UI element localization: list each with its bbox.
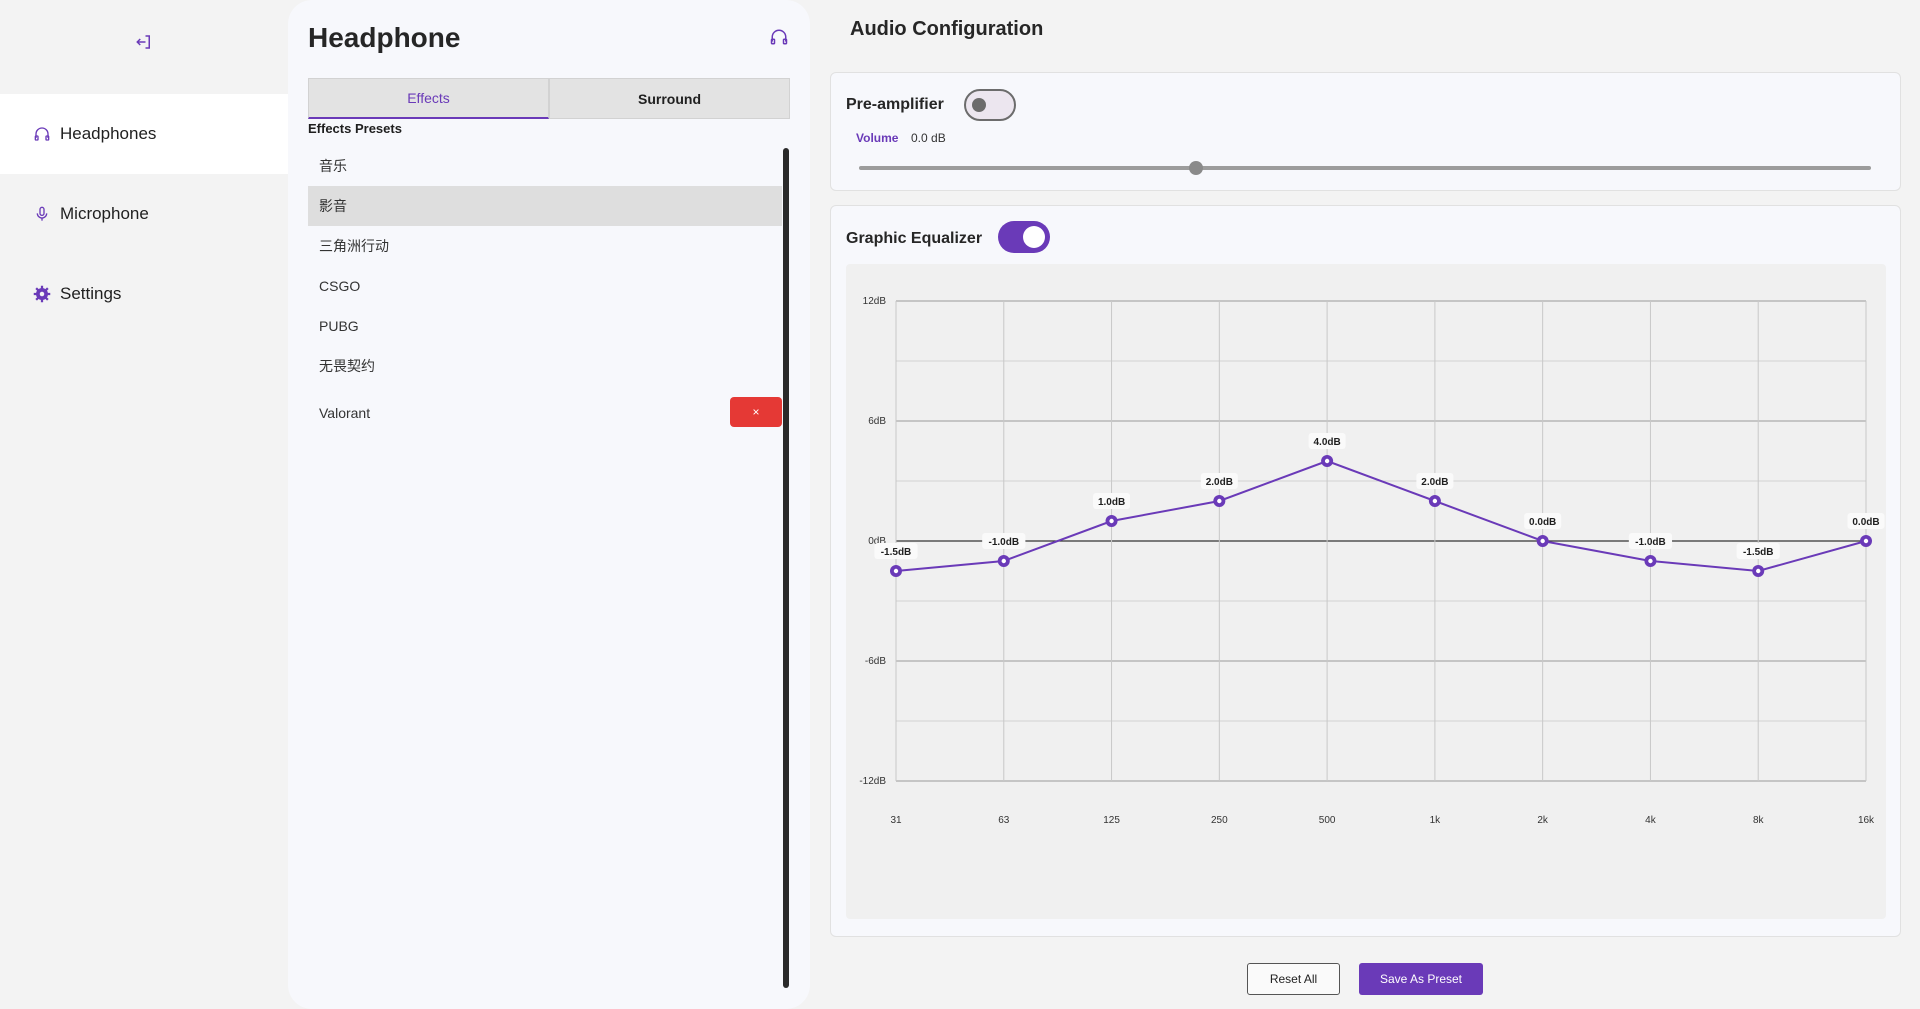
point-label: 4.0dB bbox=[1313, 437, 1340, 448]
point-label: 0.0dB bbox=[1529, 517, 1556, 528]
save-preset-button[interactable]: Save As Preset bbox=[1359, 963, 1483, 995]
point-label-bg bbox=[1416, 473, 1454, 489]
y-tick-label: 12dB bbox=[863, 296, 887, 307]
gear-icon bbox=[32, 284, 52, 304]
eq-band-handle-center bbox=[1863, 538, 1869, 544]
preset-item[interactable]: CSGO bbox=[308, 266, 782, 306]
toggle-knob bbox=[1023, 226, 1045, 248]
headphones-icon bbox=[770, 28, 788, 46]
back-icon[interactable] bbox=[134, 32, 154, 52]
panel-title: Headphone bbox=[308, 22, 461, 53]
preset-item[interactable]: 音乐 bbox=[308, 146, 782, 186]
equalizer-svg: 12dB 6dB 0dB -6dB -12dB 31 63 125 250 500 1k 2k 4k 8k… bbox=[859, 296, 1885, 826]
volume-label: Volume bbox=[856, 131, 899, 145]
preamp-card: Pre-amplifier Volume 0.0 dB bbox=[830, 72, 1901, 191]
y-tick-label: -6dB bbox=[865, 656, 886, 667]
preamp-toggle[interactable] bbox=[964, 89, 1016, 121]
point-label: 0.0dB bbox=[1852, 517, 1879, 528]
headphones-icon bbox=[32, 124, 52, 144]
point-label-bg bbox=[1524, 513, 1562, 529]
point-label: 2.0dB bbox=[1206, 477, 1233, 488]
preamp-title: Pre-amplifier bbox=[846, 96, 944, 113]
preset-label: 影音 bbox=[319, 198, 347, 214]
preset-item[interactable]: 影音 bbox=[308, 186, 782, 226]
point-label: 1.0dB bbox=[1098, 497, 1125, 508]
y-tick-label: 0dB bbox=[868, 536, 886, 547]
eq-band-handle-center bbox=[1756, 568, 1761, 574]
preset-scrollbar[interactable] bbox=[783, 148, 789, 988]
point-label-bg bbox=[1847, 513, 1885, 529]
equalizer-card: Graphic Equalizer 12dB 6dB 0dB -6dB -12dB 31 6… bbox=[830, 205, 1901, 937]
equalizer-chart: 12dB 6dB 0dB -6dB -12dB 31 63 125 250 500 1k 2k 4k 8k… bbox=[846, 264, 1886, 919]
preset-label: 三角洲行动 bbox=[319, 238, 389, 254]
toggle-knob bbox=[972, 98, 986, 112]
volume-slider-thumb[interactable] bbox=[1188, 161, 1203, 175]
point-label: 2.0dB bbox=[1421, 477, 1448, 488]
point-label: -1.0dB bbox=[1635, 537, 1666, 548]
x-tick-label: 125 bbox=[1103, 815, 1120, 826]
preset-item[interactable]: 三角洲行动 bbox=[308, 226, 782, 266]
y-tick-label: 6dB bbox=[868, 416, 886, 427]
reset-all-button[interactable]: Reset All bbox=[1247, 963, 1340, 995]
nav-item-headphones[interactable]: Headphones bbox=[0, 94, 288, 174]
equalizer-title: Graphic Equalizer bbox=[846, 230, 983, 247]
x-tick-label: 63 bbox=[998, 815, 1010, 826]
equalizer-toggle[interactable] bbox=[998, 221, 1050, 253]
preset-list: 音乐 影音 三角洲行动 CSGO PUBG 无畏契约 Valorant × bbox=[308, 146, 782, 440]
x-tick-label: 1k bbox=[1430, 815, 1442, 826]
eq-band-handle-center bbox=[893, 568, 899, 574]
nav-item-label: Settings bbox=[60, 284, 122, 303]
preset-item[interactable]: 无畏契约 bbox=[308, 346, 782, 386]
point-label-bg bbox=[874, 543, 918, 559]
nav-item-label: Microphone bbox=[60, 204, 149, 223]
x-tick-label: 500 bbox=[1319, 815, 1336, 826]
nav-item-settings[interactable]: Settings bbox=[0, 254, 288, 334]
eq-band-handle-center bbox=[1217, 498, 1222, 504]
point-label-bg bbox=[1093, 493, 1131, 509]
eq-band-handle-center bbox=[1648, 558, 1653, 564]
left-nav: Headphones Microphone Settings bbox=[0, 0, 288, 1009]
preset-label: 音乐 bbox=[319, 158, 347, 174]
x-tick-label: 250 bbox=[1211, 815, 1228, 826]
tab-effects[interactable]: Effects bbox=[308, 78, 549, 119]
eq-band-handle-center bbox=[1001, 558, 1006, 564]
headphone-panel: Headphone Effects Surround Effects Prese… bbox=[288, 0, 810, 1009]
point-label-bg bbox=[1200, 473, 1238, 489]
x-tick-label: 16k bbox=[1858, 815, 1875, 826]
y-tick-label: -12dB bbox=[859, 776, 886, 787]
point-label: -1.5dB bbox=[881, 547, 912, 558]
tab-bar: Effects Surround bbox=[308, 78, 790, 119]
eq-curve bbox=[895, 459, 1867, 573]
x-tick-label: 31 bbox=[890, 815, 902, 826]
x-tick-label: 8k bbox=[1753, 815, 1765, 826]
preset-label: Valorant bbox=[319, 405, 371, 421]
point-label-bg bbox=[1308, 433, 1346, 449]
preset-item[interactable]: Valorant × bbox=[308, 386, 782, 440]
x-tick-label: 2k bbox=[1537, 815, 1549, 826]
eq-band-handle-center bbox=[1540, 538, 1545, 544]
volume-slider-track[interactable] bbox=[859, 166, 1871, 170]
nav-item-microphone[interactable]: Microphone bbox=[0, 174, 288, 254]
point-label-bg bbox=[1736, 543, 1780, 559]
preset-label: PUBG bbox=[319, 318, 359, 334]
preset-label: 无畏契约 bbox=[319, 358, 375, 374]
volume-value: 0.0 dB bbox=[911, 131, 946, 145]
eq-band-handle-center bbox=[1324, 458, 1330, 464]
eq-band-handle-center bbox=[1109, 518, 1114, 524]
page-title: Audio Configuration bbox=[850, 18, 1044, 40]
tab-surround[interactable]: Surround bbox=[549, 78, 790, 119]
microphone-icon bbox=[32, 204, 52, 224]
delete-preset-button[interactable]: × bbox=[730, 397, 782, 427]
point-label: -1.5dB bbox=[1743, 547, 1774, 558]
nav-item-label: Headphones bbox=[60, 124, 157, 143]
x-tick-label: 4k bbox=[1645, 815, 1657, 826]
preset-item[interactable]: PUBG bbox=[308, 306, 782, 346]
presets-heading: Effects Presets bbox=[308, 121, 402, 136]
point-label-bg bbox=[982, 533, 1026, 549]
preset-label: CSGO bbox=[319, 278, 361, 294]
eq-band-handle-center bbox=[1432, 498, 1438, 504]
point-label-bg bbox=[1628, 533, 1673, 549]
point-label: -1.0dB bbox=[988, 537, 1019, 548]
